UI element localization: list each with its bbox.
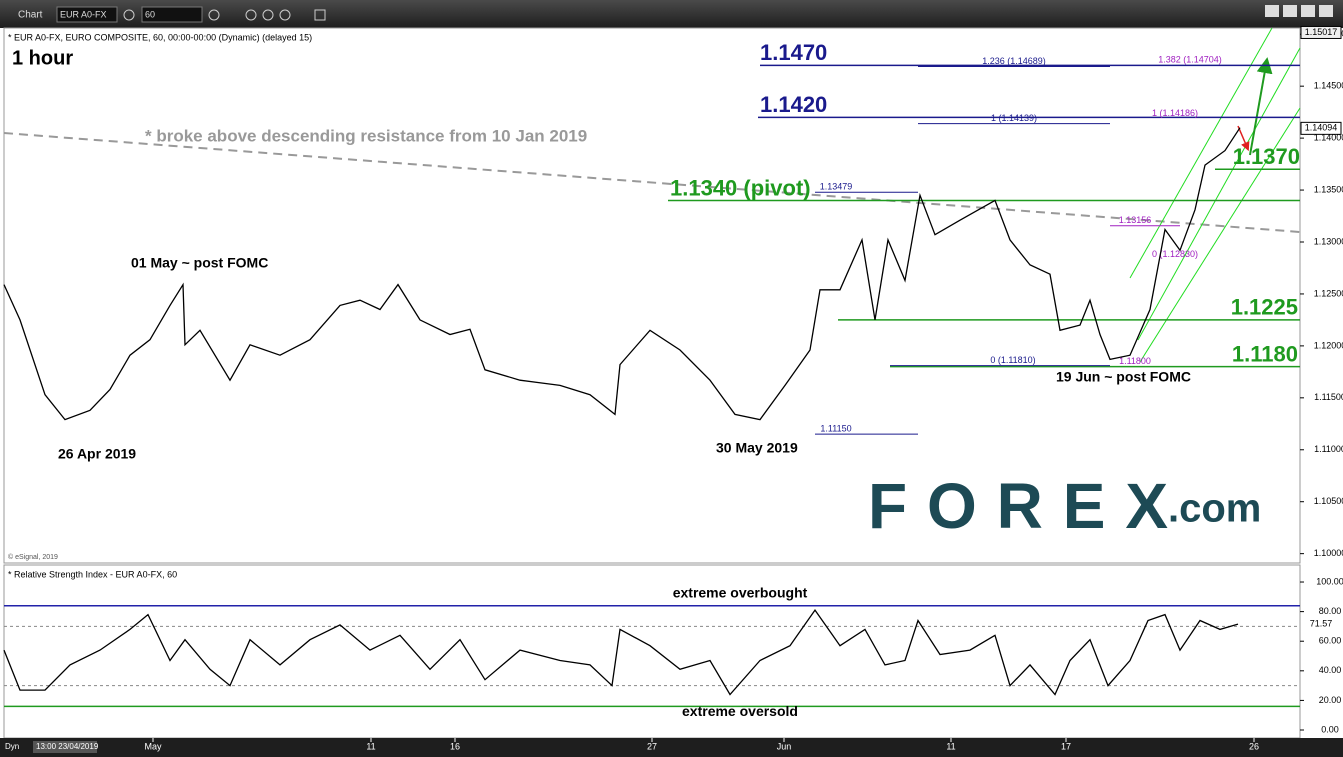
descending-resistance (3, 132, 1301, 233)
x-tick-label: 17 (1061, 741, 1071, 751)
toolbar (0, 0, 1343, 28)
level-label: 1.1225 (1231, 295, 1298, 320)
annotation: 01 May ~ post FOMC (131, 255, 268, 271)
x-tick-label: 11 (366, 741, 375, 751)
app-label: Chart (18, 10, 43, 21)
y-tick-label: 1.13500 (1314, 184, 1343, 194)
fib-label: 1.13479 (820, 182, 853, 192)
y-tick-label: 80.00 (1319, 606, 1342, 616)
y-tick-label: 1.13000 (1314, 236, 1343, 246)
interval-box[interactable] (141, 6, 203, 23)
projection-arrow (1249, 57, 1273, 156)
toolbar-icons[interactable] (123, 9, 326, 21)
start-box (33, 741, 97, 753)
symbol-input[interactable]: EUR A0-FX (60, 9, 107, 19)
fib-label: 1.11150 (820, 424, 851, 434)
price-tag (1300, 25, 1342, 39)
mode-label: Dyn (5, 742, 19, 751)
fib-label: 0 (1.11810) (990, 355, 1035, 365)
price-line (3, 127, 1241, 421)
rsi-band-label: extreme overbought (673, 584, 808, 600)
y-tick-label: 1.11000 (1314, 444, 1343, 454)
level-label: 1.1340 (pivot) (670, 175, 811, 200)
y-tick-label: 40.00 (1319, 665, 1342, 675)
chart-title: 1 hour (12, 47, 73, 69)
price-tag (1300, 121, 1342, 135)
y-tick-label: 20.00 (1319, 695, 1342, 705)
rsi-current-tag (1301, 618, 1341, 631)
y-tick-label: 1.12000 (1314, 340, 1343, 350)
start-label: 13:00 23/04/2019 (36, 742, 99, 751)
fib-label: 0 (1.12830) (1152, 249, 1198, 259)
x-tick-label: May (144, 741, 162, 751)
rsi-title: * Relative Strength Index - EUR A0-FX, 6… (8, 569, 177, 579)
level-label: 1.1370 (1233, 144, 1300, 169)
y-tick-label: 100.00 (1316, 576, 1343, 586)
fib-label: 1.11800 (1119, 356, 1151, 366)
fib-label: 1.236 (1.14689) (982, 56, 1046, 66)
rsi-panel (3, 564, 1301, 739)
x-tick-label: 27 (647, 741, 657, 751)
y-tick-label: 1.10500 (1314, 496, 1343, 506)
annotation: 19 Jun ~ post FOMC (1056, 369, 1191, 385)
level-label: 1.1470 (760, 40, 827, 65)
x-tick-label: 16 (450, 741, 460, 751)
annotation: * broke above descending resistance from… (145, 126, 587, 145)
annotation: 26 Apr 2019 (58, 446, 136, 462)
time-axis-bar (0, 738, 1343, 757)
rsi-band-label: extreme oversold (682, 703, 798, 719)
x-tick-label: 11 (946, 741, 955, 751)
x-tick-label: 26 (1249, 741, 1259, 751)
logo-bg (868, 480, 1274, 538)
y-tick-label: 60.00 (1319, 636, 1342, 646)
fib-label: 1 (1.14186) (1152, 108, 1198, 118)
chart-subtitle: * EUR A0-FX, EURO COMPOSITE, 60, 00:00-0… (8, 32, 312, 42)
rsi-current-label: 71.57 (1310, 618, 1333, 628)
x-tick-label: Jun (777, 741, 792, 751)
fib-label: 1.13156 (1119, 215, 1152, 225)
price-tag-label: 1.15017 (1305, 27, 1338, 37)
level-label: 1.1180 (1232, 341, 1298, 366)
fib-label: 1.382 (1.14704) (1158, 54, 1222, 64)
level-label: 1.1420 (760, 92, 827, 117)
logo-suffix: .com (1168, 487, 1261, 531)
y-tick-label: 1.14000 (1314, 132, 1343, 142)
y-tick-label: 0.00 (1321, 724, 1339, 734)
annotation: 30 May 2019 (716, 440, 798, 456)
window-buttons[interactable] (1265, 5, 1333, 17)
y-tick-label: 1.11500 (1314, 392, 1343, 402)
y-tick-label: 1.12500 (1314, 288, 1343, 298)
fib-label: 1 (1.14139) (991, 113, 1037, 123)
y-tick-label: 1.10000 (1314, 548, 1343, 558)
symbol-box[interactable] (56, 6, 118, 23)
price-tag-label: 1.14094 (1305, 123, 1338, 133)
rsi-line (3, 608, 1239, 696)
interval-input[interactable]: 60 (145, 9, 155, 19)
copyright: © eSignal, 2019 (8, 553, 58, 561)
